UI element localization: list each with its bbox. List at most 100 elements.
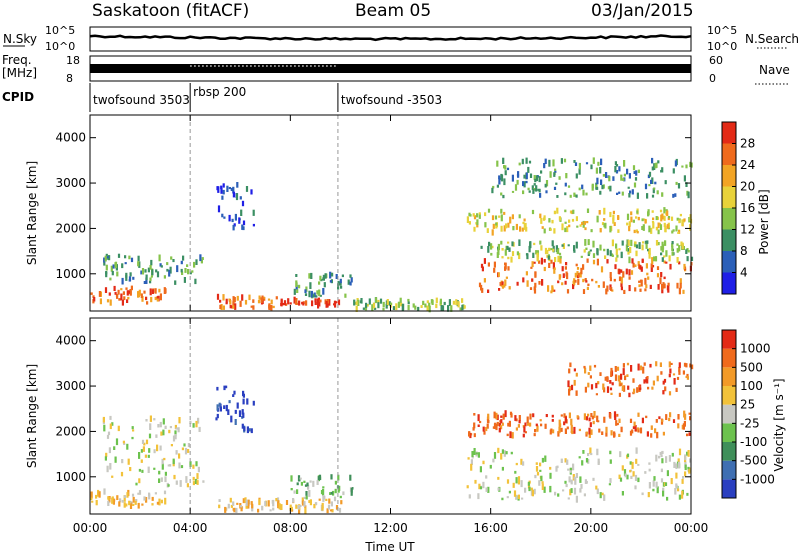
- heatmap-cell: [160, 499, 163, 504]
- heatmap-cell: [577, 278, 580, 285]
- heatmap-cell: [326, 508, 329, 514]
- heatmap-cell: [443, 301, 446, 306]
- heatmap-cell: [576, 271, 579, 276]
- heatmap-cell: [584, 227, 587, 231]
- heatmap-cell: [579, 271, 582, 278]
- heatmap-cell: [145, 277, 148, 284]
- heatmap-cell: [170, 444, 173, 447]
- heatmap-cell: [576, 267, 580, 270]
- heatmap-cell: [468, 221, 471, 225]
- heatmap-cell: [137, 502, 140, 509]
- cpid-segment-label: rbsp 200: [193, 85, 246, 99]
- heatmap-cell: [244, 299, 248, 305]
- heatmap-cell: [595, 184, 598, 188]
- heatmap-cell: [657, 284, 660, 290]
- heatmap-cell: [298, 300, 301, 306]
- heatmap-cell: [493, 261, 496, 268]
- heatmap-cell: [500, 453, 503, 460]
- heatmap-cell: [571, 431, 574, 435]
- heatmap-cell: [483, 258, 486, 264]
- heatmap-cell: [529, 287, 533, 290]
- heatmap-cell: [627, 186, 630, 189]
- heatmap-cell: [509, 216, 512, 224]
- heatmap-cell: [198, 426, 201, 432]
- heatmap-cell: [483, 431, 486, 435]
- heatmap-cell: [634, 287, 637, 292]
- heatmap-cell: [497, 248, 500, 255]
- heatmap-cell: [597, 461, 600, 464]
- heatmap-cell: [562, 273, 565, 278]
- heatmap-cell: [586, 221, 589, 224]
- heatmap-cell: [660, 371, 663, 375]
- heatmap-cell: [550, 248, 553, 251]
- heatmap-cell: [599, 372, 602, 376]
- heatmap-cell: [612, 210, 615, 215]
- heatmap-cell: [611, 289, 614, 292]
- heatmap-cell: [135, 482, 138, 486]
- heatmap-cell: [654, 163, 657, 169]
- heatmap-cell: [620, 373, 623, 380]
- heatmap-cell: [461, 298, 464, 303]
- heatmap-cell: [575, 473, 578, 478]
- heatmap-cell: [142, 446, 145, 452]
- heatmap-cell: [332, 490, 335, 496]
- colorbar-segment: [722, 208, 736, 230]
- heatmap-cell: [506, 433, 509, 437]
- heatmap-cell: [186, 264, 189, 267]
- heatmap-cell: [666, 210, 669, 217]
- heatmap-cell: [601, 222, 605, 226]
- heatmap-cell: [368, 298, 371, 305]
- heatmap-cell: [652, 488, 655, 492]
- heatmap-cell: [600, 158, 603, 166]
- heatmap-cell: [661, 213, 664, 220]
- heatmap-cell: [242, 390, 245, 397]
- heatmap-cell: [510, 256, 513, 263]
- heatmap-cell: [504, 165, 507, 170]
- heatmap-cell: [159, 293, 162, 301]
- heatmap-cell: [675, 387, 678, 392]
- heatmap-cell: [184, 268, 187, 273]
- heatmap-cell: [578, 168, 581, 175]
- heatmap-cell: [318, 498, 321, 501]
- heatmap-cell: [632, 426, 635, 429]
- heatmap-cell: [148, 492, 151, 496]
- heatmap-cell: [665, 456, 668, 463]
- heatmap-cell: [587, 453, 590, 457]
- heatmap-cell: [586, 258, 589, 263]
- heatmap-cell: [501, 466, 504, 471]
- colorbar-segment: [722, 143, 736, 165]
- heatmap-cell: [664, 482, 668, 486]
- heatmap-cell: [540, 218, 543, 224]
- heatmap-cell: [561, 282, 564, 286]
- heatmap-cell: [596, 488, 599, 495]
- heatmap-cell: [681, 242, 684, 250]
- heatmap-cell: [599, 228, 602, 233]
- heatmap-cell: [638, 280, 641, 283]
- heatmap-cell: [477, 452, 480, 458]
- heatmap-cell: [637, 261, 640, 266]
- heatmap-cell: [613, 278, 616, 282]
- heatmap-cell: [650, 263, 653, 268]
- heatmap-cell: [669, 368, 672, 374]
- heatmap-cell: [683, 175, 686, 182]
- colorbar-segment: [722, 367, 736, 386]
- heatmap-cell: [151, 289, 154, 294]
- heatmap-cell: [247, 499, 250, 507]
- heatmap-cell: [440, 305, 443, 311]
- heatmap-cell: [159, 421, 162, 428]
- heatmap-cell: [218, 499, 221, 502]
- heatmap-cell: [487, 262, 490, 267]
- heatmap-cell: [633, 182, 637, 188]
- heatmap-cell: [375, 297, 378, 303]
- heatmap-cell: [107, 496, 110, 501]
- heatmap-cell: [149, 265, 152, 270]
- heatmap-cell: [628, 276, 631, 280]
- heatmap-cell: [661, 284, 664, 290]
- heatmap-cell: [652, 380, 655, 386]
- heatmap-cell: [642, 366, 645, 374]
- heatmap-cell: [216, 404, 219, 411]
- heatmap-cell: [228, 187, 231, 190]
- heatmap-cell: [639, 288, 642, 292]
- heatmap-cell: [151, 503, 154, 506]
- heatmap-cell: [426, 305, 429, 312]
